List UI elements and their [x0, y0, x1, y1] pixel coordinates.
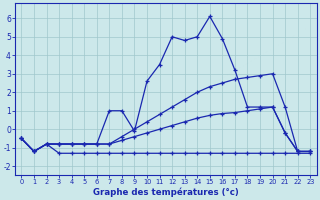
X-axis label: Graphe des températures (°c): Graphe des températures (°c) [93, 187, 239, 197]
